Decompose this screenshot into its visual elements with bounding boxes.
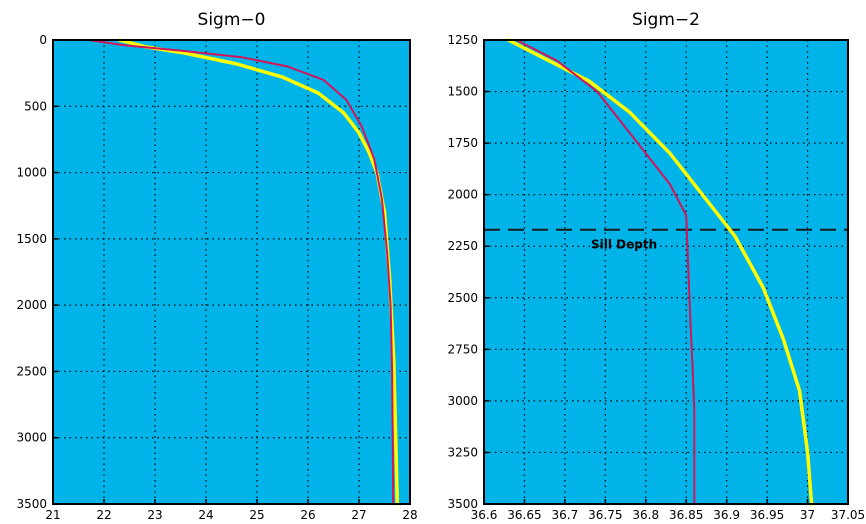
chart-title-1: Sigm−2 xyxy=(632,10,700,30)
plot-frame-0 xyxy=(52,39,411,505)
x-tick-label: 37 xyxy=(800,508,815,522)
y-tick-label: 1250 xyxy=(447,33,478,47)
y-tick-label: 2250 xyxy=(447,239,478,253)
x-tick-label: 37.05 xyxy=(831,508,865,522)
x-tick-label: 36.85 xyxy=(669,508,703,522)
chart-title-0: Sigm−0 xyxy=(198,10,266,30)
x-tick-label: 23 xyxy=(147,508,162,522)
y-tick-label: 1750 xyxy=(447,136,478,150)
y-tick-label: 2750 xyxy=(447,342,478,356)
series-line-0 xyxy=(117,38,400,506)
series-line-1 xyxy=(87,39,395,505)
gridlines-1 xyxy=(484,40,848,504)
series-line-0 xyxy=(506,38,814,506)
x-tick-label: 28 xyxy=(402,508,417,522)
x-tick-label: 21 xyxy=(45,508,60,522)
y-tick-label: 3500 xyxy=(447,497,478,511)
y-tick-label: 3500 xyxy=(16,497,47,511)
y-tick-label: 3250 xyxy=(447,445,478,459)
y-tick-label: 3000 xyxy=(447,394,478,408)
x-tick-label: 36.6 xyxy=(471,508,498,522)
x-tick-label: 36.75 xyxy=(588,508,622,522)
y-tick-label: 2000 xyxy=(447,188,478,202)
y-tick-label: 1000 xyxy=(16,166,47,180)
series-group-0 xyxy=(87,38,400,506)
sigm-0-panel: 21 22 23 24 25 26 27 28 0 500 1000 1500 2000 2500 3000… xyxy=(16,10,417,522)
y-tick-label: 0 xyxy=(39,33,47,47)
x-tick-label: 36.9 xyxy=(713,508,740,522)
y-tick-label: 3000 xyxy=(16,431,47,445)
series-group-1 xyxy=(506,38,814,506)
sigm-2-panel: Sill Depth 36.6 36.65 36.7 36.75 36.8 36.85 36… xyxy=(447,10,865,522)
x-tick-label: 25 xyxy=(249,508,264,522)
plot-area-1 xyxy=(484,40,848,504)
x-tick-label: 26 xyxy=(300,508,315,522)
x-tick-label: 36.7 xyxy=(552,508,579,522)
y-tick-label: 500 xyxy=(24,99,47,113)
y-tick-label: 1500 xyxy=(447,85,478,99)
tick-labels-0: 21 22 23 24 25 26 27 28 0 500 1000 1500 2000 2500 3000… xyxy=(16,33,417,522)
sill-depth-label: Sill Depth xyxy=(591,238,657,252)
x-tick-label: 36.8 xyxy=(632,508,659,522)
x-tick-label: 24 xyxy=(198,508,213,522)
y-tick-label: 2000 xyxy=(16,298,47,312)
series-line-1 xyxy=(515,39,696,505)
plot-area-0 xyxy=(53,40,410,504)
y-tick-label: 1500 xyxy=(16,232,47,246)
y-tick-label: 2500 xyxy=(447,291,478,305)
plot-frame-1 xyxy=(483,39,849,505)
x-tick-label: 22 xyxy=(96,508,111,522)
tick-labels-1: 36.6 36.65 36.7 36.75 36.8 36.85 36.9 36.95 37 37… xyxy=(447,33,865,522)
y-tick-label: 2500 xyxy=(16,364,47,378)
x-tick-label: 27 xyxy=(351,508,366,522)
x-tick-label: 36.95 xyxy=(750,508,784,522)
x-tick-label: 36.65 xyxy=(507,508,541,522)
